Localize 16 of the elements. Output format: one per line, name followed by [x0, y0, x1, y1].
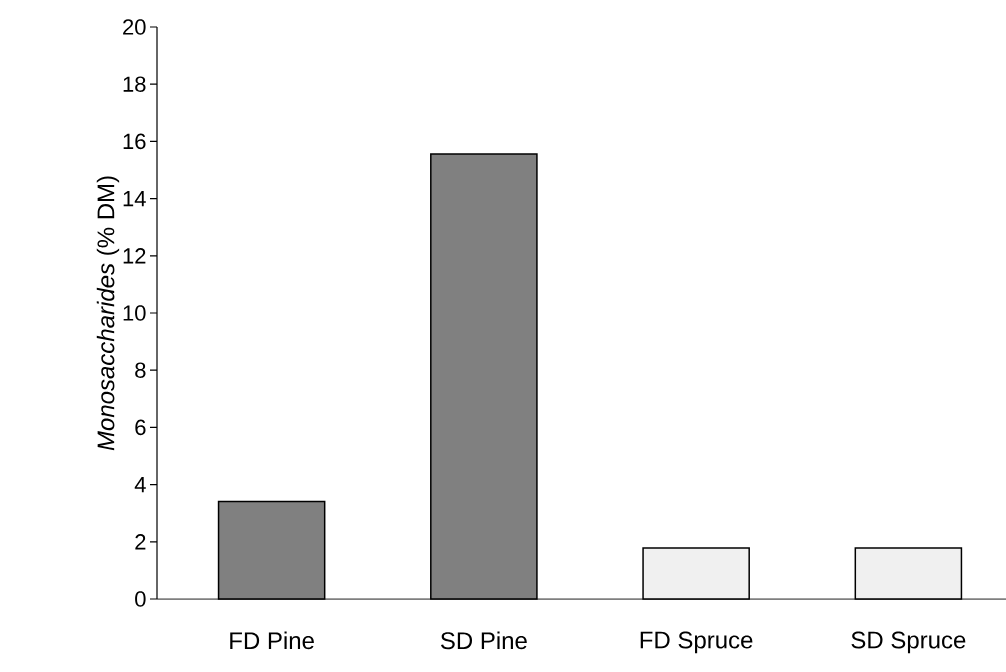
y-tick-label: 12	[123, 248, 146, 264]
y-tick-label: 0	[135, 591, 146, 607]
y-tick-label: 18	[123, 76, 146, 92]
y-tick-label: 2	[135, 534, 146, 550]
x-tick-label: SD Pine	[440, 631, 527, 650]
y-tick-label: 20	[123, 19, 146, 35]
x-tick-label: FD Spruce	[640, 631, 753, 654]
y-tick-label: 10	[123, 305, 146, 321]
x-tick-label: FD Pine	[230, 631, 314, 650]
y-axis-title: Monosaccharides (% DM)	[96, 176, 120, 451]
y-tick-label: 8	[135, 362, 146, 378]
x-tick-label: SD Spruce	[851, 631, 966, 654]
y-tick-label: 6	[135, 419, 146, 436]
y-tick-label: 14	[123, 191, 146, 207]
y-tick-label: 16	[123, 133, 146, 150]
y-tick-label: 4	[134, 477, 146, 493]
